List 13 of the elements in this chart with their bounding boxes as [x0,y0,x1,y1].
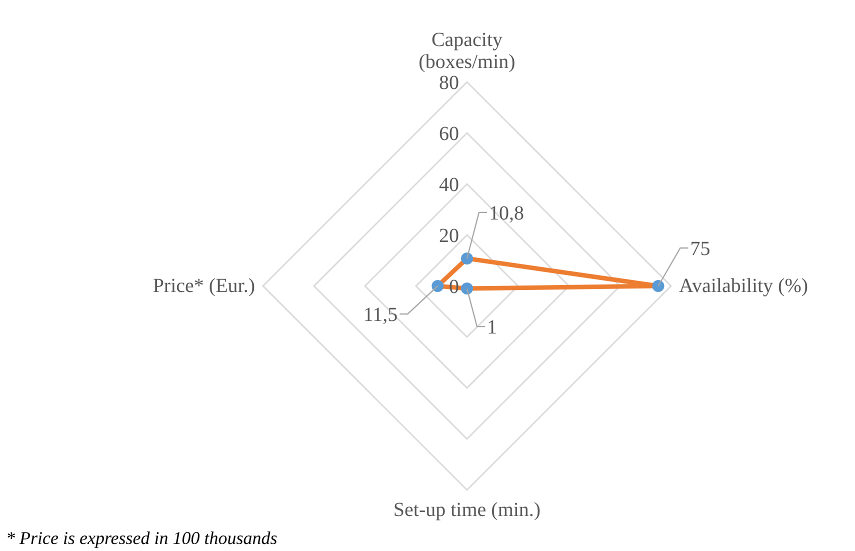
data-label: 10,8 [489,202,524,224]
spoke-label: Capacity (boxes/min) [418,29,516,73]
y-tick-label: 20 [439,225,459,247]
text: * Price is expressed in 100 thousands [6,528,278,549]
data-label: 75 [690,238,710,260]
y-tick-label: 60 [439,123,459,145]
spoke-label: Availability (%) [679,275,808,297]
data-label: 1 [487,316,497,339]
spoke-label: Price* (Eur.) [152,275,255,297]
y-tick-label: 80 [439,72,459,94]
spoke-label: Set-up time (min.) [393,499,541,521]
data-label: 11,5 [363,304,398,326]
y-tick-label: 40 [439,174,459,196]
